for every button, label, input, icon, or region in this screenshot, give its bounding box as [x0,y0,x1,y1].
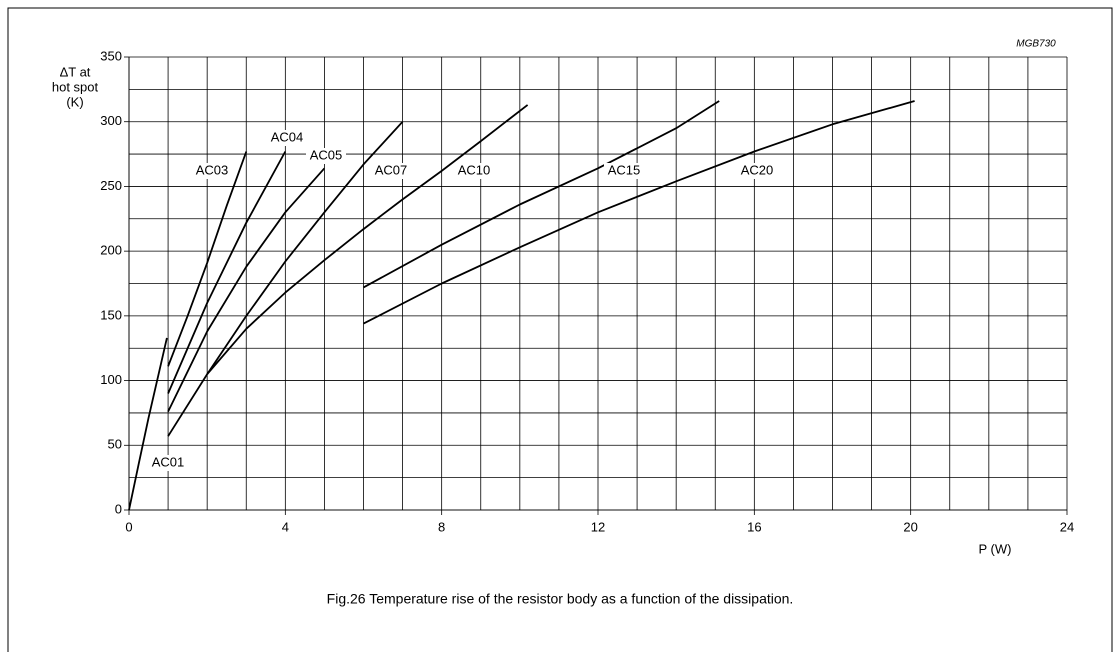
series-line [167,151,287,394]
series-line [363,100,720,289]
x-tick-label: 8 [438,519,445,534]
series-line [128,337,168,511]
x-tick-label: 0 [125,519,132,534]
series-label: AC01 [152,454,185,469]
y-tick-label: 250 [100,178,122,193]
y-tick-label: 50 [108,437,122,452]
x-tick-label: 12 [591,519,605,534]
label-bg [454,163,494,179]
series-label: AC20 [741,162,774,177]
x-tick-label: 16 [747,519,761,534]
series-label: AC15 [608,162,641,177]
x-tick-label: 4 [282,519,289,534]
label-bg [306,148,346,164]
y-axis-label: ΔT at [60,64,91,79]
series-label: AC05 [310,147,343,162]
series-label: AC10 [458,162,491,177]
series-label: AC07 [375,162,408,177]
label-bg [737,163,777,179]
x-axis-label: P (W) [979,541,1012,556]
y-axis-label: (K) [66,94,83,109]
series-line [167,151,248,367]
label-bg [267,130,307,146]
frame [7,7,1113,652]
figure-code: MGB730 [1016,39,1056,50]
y-tick-label: 300 [100,113,122,128]
x-tick-label: 24 [1060,519,1074,534]
y-tick-label: 350 [100,48,122,63]
label-bg [192,163,232,179]
y-tick-label: 100 [100,372,122,387]
caption: Fig.26 Temperature rise of the resistor … [327,591,794,607]
series-line [167,104,529,437]
y-tick-label: 0 [115,501,122,516]
y-tick-label: 200 [100,243,122,258]
series-line [167,167,326,412]
series-line [206,121,404,375]
series-label: AC04 [271,129,304,144]
series-label: AC03 [196,162,229,177]
y-axis-label: hot spot [52,79,99,94]
series-line [363,100,915,325]
label-bg [371,163,411,179]
label-bg [604,163,644,179]
label-bg [148,455,188,471]
x-tick-label: 20 [903,519,917,534]
y-tick-label: 150 [100,307,122,322]
